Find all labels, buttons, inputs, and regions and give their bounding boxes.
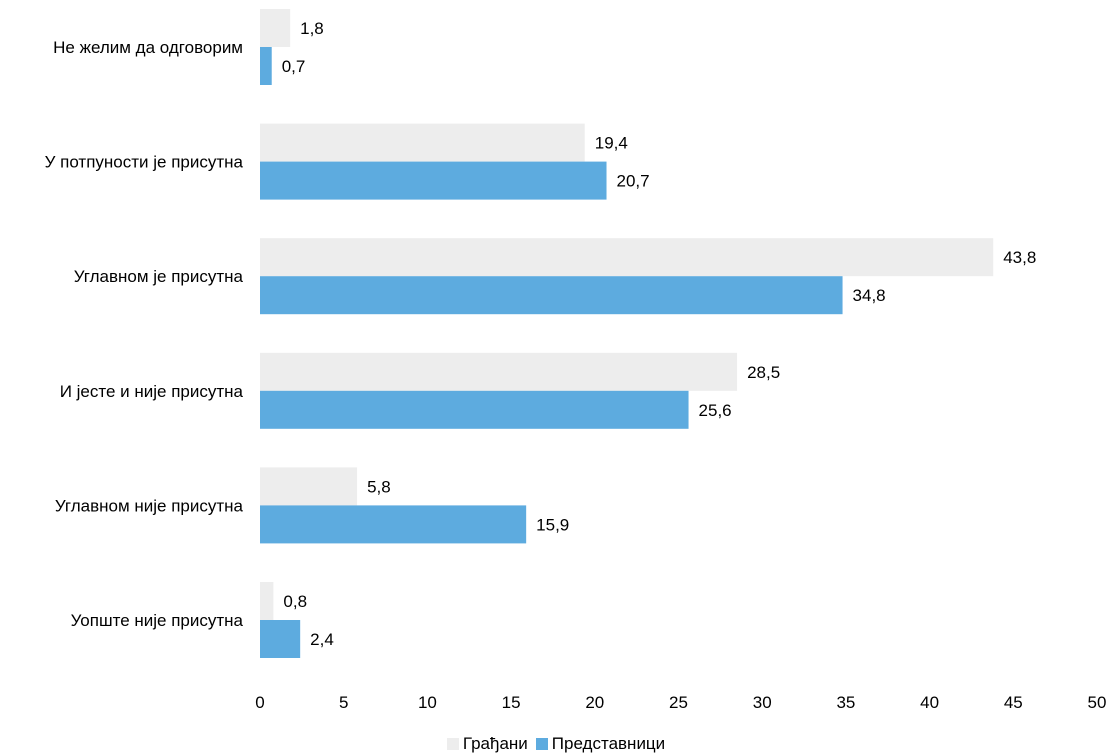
data-label: 25,6 [699,401,732,420]
x-tick-label: 45 [1004,693,1023,712]
data-label: 43,8 [1003,248,1036,267]
bar-series-1 [260,238,994,277]
legend-item-series-1: Грађани [446,734,528,754]
category-label: Углавном није присутна [55,496,244,515]
bar-series-2 [260,47,272,85]
category-label: Уопште није присутна [71,611,244,630]
data-label: 19,4 [595,134,628,153]
legend-swatch-series-1 [446,738,459,750]
category-label: Углавном је присутна [74,267,244,286]
bar-series-1 [260,9,291,47]
legend: Грађани Представници [0,733,1112,755]
bar-series-2 [260,505,527,544]
x-tick-label: 5 [339,693,348,712]
legend-label-series-1: Грађани [462,734,528,753]
legend-swatch-series-2 [535,738,548,750]
bar-series-1 [260,467,358,506]
bar-series-2 [260,276,843,315]
category-label: У потпуности је присутна [45,153,244,172]
x-tick-label: 10 [418,693,437,712]
data-label: 20,7 [617,172,650,191]
data-label: 34,8 [853,286,886,305]
category-label: Не желим да одговорим [53,38,243,57]
legend-label-series-2: Представници [551,734,666,753]
data-label: 2,4 [310,630,334,649]
bar-series-1 [260,352,738,391]
bar-series-1 [260,123,585,162]
bar-series-1 [260,582,274,620]
data-label: 0,8 [283,592,307,611]
x-tick-label: 25 [669,693,688,712]
data-label: 15,9 [536,515,569,534]
legend-item-series-2: Представници [535,734,666,754]
data-label: 1,8 [300,19,324,38]
bar-series-2 [260,390,689,429]
x-tick-label: 0 [255,693,264,712]
x-tick-label: 15 [502,693,521,712]
x-tick-label: 50 [1088,693,1107,712]
category-label: И јесте и није присутна [60,382,244,401]
bar-series-2 [260,161,607,200]
data-label: 0,7 [282,57,306,76]
bar-chart: Не желим да одговорим 1,8 0,7 У потпуности … [45,9,1107,712]
x-tick-label: 35 [836,693,855,712]
x-tick-label: 40 [920,693,939,712]
x-tick-label: 30 [753,693,772,712]
bar-series-2 [260,620,301,658]
x-tick-label: 20 [585,693,604,712]
data-label: 28,5 [747,363,780,382]
data-label: 5,8 [367,477,391,496]
